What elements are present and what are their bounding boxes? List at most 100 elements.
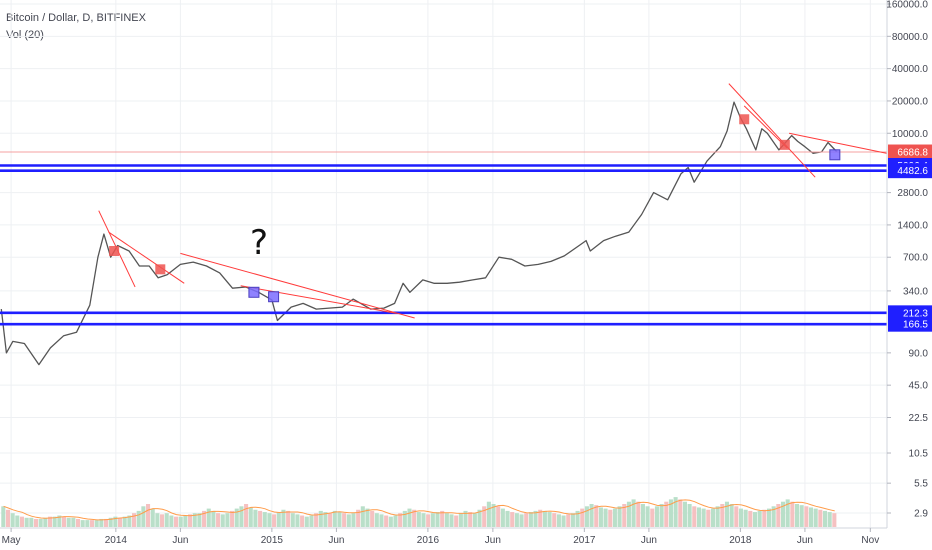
volume-bar — [10, 513, 15, 527]
price-axis[interactable]: 160000.0 80000.0 40000.0 20000.0 10000.0 2800… — [886, 0, 928, 520]
x-tick-label: Jun — [328, 535, 344, 546]
buy-marker — [248, 286, 260, 298]
volume-bar — [113, 516, 118, 527]
volume-bar — [454, 515, 459, 527]
volume-bar — [664, 501, 669, 527]
y-tick-label: 2800.0 — [897, 188, 928, 199]
volume-bar — [370, 510, 375, 527]
volume-bar — [575, 510, 580, 527]
x-tick-label: 2014 — [105, 535, 128, 546]
volume-bar — [1, 506, 6, 527]
volume-bar — [360, 506, 365, 527]
level-badge — [888, 305, 932, 321]
volume-bar — [701, 508, 706, 527]
trend-line — [728, 83, 816, 178]
volume-bar — [202, 510, 207, 527]
x-tick-label: Jun — [485, 535, 501, 546]
volume-bar — [608, 509, 613, 527]
volume-bar — [412, 509, 417, 527]
volume-bar — [267, 513, 272, 527]
y-tick-label: 700.0 — [903, 253, 928, 264]
y-tick-label: 45.0 — [909, 381, 929, 392]
volume-bar — [738, 508, 744, 527]
time-axis[interactable]: May 2014 Jun 2015 Jun 2016 Jun 2017 Jun 2018 Jun No… — [2, 528, 880, 546]
volume-bar — [650, 508, 655, 527]
symbol-title: Bitcoin / Dollar, D, BITFINEX — [6, 12, 146, 24]
volume-bar — [132, 513, 137, 527]
volume-moving-average — [3, 499, 835, 521]
volume-bar — [832, 513, 837, 527]
volume-bar — [561, 515, 566, 527]
x-tick-label: Jun — [172, 535, 188, 546]
volume-bar — [547, 512, 552, 527]
volume-bar — [356, 509, 361, 527]
volume-bar — [174, 516, 179, 527]
volume-bar — [66, 517, 71, 527]
volume-bar — [780, 501, 786, 527]
volume-bar — [108, 517, 113, 527]
x-tick-label: 2018 — [729, 535, 752, 546]
y-tick-label: 40000.0 — [892, 64, 929, 75]
volume-bar — [435, 512, 440, 527]
volume-bar — [342, 513, 347, 527]
volume-bar — [150, 508, 155, 527]
volume-bar — [169, 515, 174, 527]
volume-bar — [99, 518, 104, 527]
volume-bar — [206, 508, 211, 527]
volume-bar — [52, 516, 57, 527]
volume-bar — [785, 499, 790, 527]
volume-bar — [818, 509, 823, 527]
volume-bar — [715, 506, 720, 527]
volume-bar — [244, 504, 249, 527]
volume-bar — [276, 512, 281, 527]
volume-bar — [248, 507, 253, 527]
y-tick-label: 160000.0 — [886, 0, 928, 11]
volume-bar — [603, 508, 608, 527]
volume-bar — [94, 520, 99, 527]
volume-bar — [253, 509, 258, 527]
volume-bar — [402, 510, 407, 527]
volume-bar — [57, 515, 62, 527]
volume-bar — [668, 499, 673, 527]
trend-line — [789, 132, 888, 154]
volume-bar — [776, 504, 781, 527]
volume-bar — [813, 508, 818, 527]
volume-bar — [440, 510, 445, 527]
volume-bar — [337, 512, 342, 527]
volume-bar — [155, 513, 160, 527]
volume-bar — [500, 508, 505, 527]
volume-bar — [71, 517, 76, 527]
volume-bar — [216, 513, 221, 527]
y-tick-label: 90.0 — [909, 348, 929, 359]
volume-bar — [211, 510, 216, 527]
volume-bar — [645, 506, 650, 527]
volume-bar — [519, 514, 524, 527]
volume-bar — [19, 516, 25, 527]
volume-bar — [146, 504, 151, 527]
volume-bar — [258, 510, 263, 527]
volume-bar — [230, 510, 235, 527]
volume-bar — [570, 513, 575, 527]
volume-bar — [678, 499, 683, 527]
volume-bar — [29, 517, 34, 527]
volume-bar — [15, 515, 20, 527]
volume-bar — [631, 499, 636, 527]
volume-ma-line — [3, 499, 835, 521]
volume-bar — [61, 516, 67, 527]
volume-bar — [734, 506, 739, 527]
sell-marker — [739, 114, 750, 125]
volume-bar — [295, 514, 300, 527]
volume-bar — [351, 513, 356, 527]
volume-bar — [379, 514, 384, 527]
question-annotation: ? — [250, 223, 268, 263]
volume-bar — [444, 513, 449, 527]
volume-bar — [771, 506, 776, 527]
x-tick-label: Jun — [641, 535, 657, 546]
volume-bar — [463, 510, 468, 527]
volume-bar — [122, 516, 127, 527]
volume-bar — [566, 514, 571, 527]
x-tick-label: 2017 — [573, 535, 596, 546]
level-badge — [888, 316, 932, 332]
volume-bar — [514, 513, 519, 527]
